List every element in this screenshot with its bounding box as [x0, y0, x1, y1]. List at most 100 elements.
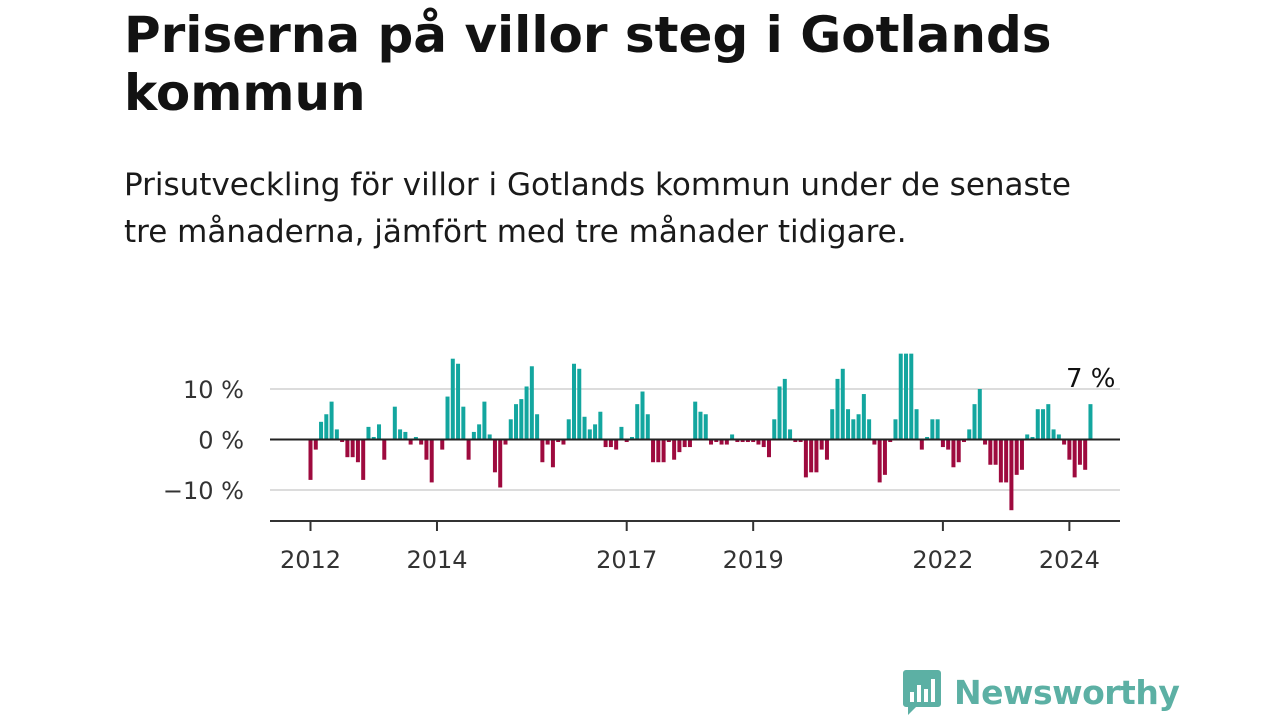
newsworthy-logo-icon [903, 670, 941, 715]
bar [398, 429, 403, 440]
bar [972, 404, 977, 440]
bar [661, 439, 666, 463]
bar [798, 439, 803, 443]
bar [840, 368, 845, 440]
bar [361, 439, 366, 480]
bar [456, 363, 461, 440]
bar [498, 439, 503, 488]
bar [1056, 434, 1061, 440]
bar [935, 419, 940, 440]
bar [956, 439, 961, 463]
bar [1035, 409, 1040, 440]
bar [561, 439, 566, 445]
bar [983, 439, 988, 445]
bar [340, 439, 345, 443]
bar [350, 439, 355, 458]
bar [824, 439, 829, 460]
bar [392, 406, 397, 440]
bar [851, 419, 856, 440]
bar [830, 409, 835, 440]
bar [313, 439, 318, 450]
y-tick-label: −10 % [163, 477, 244, 505]
bar [408, 439, 413, 445]
bar [482, 401, 487, 440]
bar [1051, 429, 1056, 440]
bar [904, 353, 909, 440]
bar [656, 439, 661, 463]
bar [1077, 439, 1082, 465]
bar [872, 439, 877, 445]
bar [867, 419, 872, 440]
bar [988, 439, 993, 465]
bar [677, 439, 682, 453]
bar [772, 419, 777, 440]
bar [761, 439, 766, 448]
bar [477, 424, 482, 440]
bar [1014, 439, 1019, 475]
bar [782, 378, 787, 440]
bar [382, 439, 387, 460]
bar [535, 414, 540, 440]
bar [598, 411, 603, 440]
bar [909, 353, 914, 440]
bar [682, 439, 687, 448]
bar [1019, 439, 1024, 470]
bar [709, 439, 714, 445]
x-tick-label: 2019 [723, 546, 784, 574]
bar [703, 414, 708, 440]
bar [514, 404, 519, 440]
bar [946, 439, 951, 450]
bar [461, 406, 466, 440]
bar [967, 429, 972, 440]
bar [635, 404, 640, 440]
x-tick-label: 2017 [596, 546, 657, 574]
bar [730, 434, 735, 440]
bar [377, 424, 382, 440]
bar [882, 439, 887, 475]
bar [587, 429, 592, 440]
x-tick-label: 2022 [912, 546, 973, 574]
bar [740, 439, 745, 443]
bar [582, 416, 587, 440]
bar [993, 439, 998, 465]
bar [1004, 439, 1009, 483]
bar [424, 439, 429, 460]
bar [487, 434, 492, 440]
bar [756, 439, 761, 445]
bar [961, 439, 966, 443]
bar [693, 401, 698, 440]
bar [450, 358, 455, 440]
bar [550, 439, 555, 468]
bar [1088, 404, 1093, 440]
bar [471, 431, 476, 440]
bar [529, 366, 534, 440]
latest-value-label: 7 % [1066, 364, 1116, 394]
bar [809, 439, 814, 473]
bar [624, 439, 629, 443]
bar [503, 439, 508, 445]
bar [1067, 439, 1072, 460]
bar [846, 409, 851, 440]
bar [403, 431, 408, 440]
bar [766, 439, 771, 458]
bar [1030, 436, 1035, 440]
bar [413, 436, 418, 440]
bar [893, 419, 898, 440]
bar [577, 368, 582, 440]
x-tick-label: 2012 [280, 546, 341, 574]
bar [1062, 439, 1067, 445]
bar [714, 439, 719, 443]
x-tick-label: 2014 [406, 546, 467, 574]
bar [724, 439, 729, 445]
bar [508, 419, 513, 440]
bar [930, 419, 935, 440]
bars [308, 353, 1093, 511]
x-tick-label: 2024 [1039, 546, 1100, 574]
bar [1083, 439, 1088, 470]
bar [788, 429, 793, 440]
bar [877, 439, 882, 483]
bar [308, 439, 313, 480]
bar [687, 439, 692, 448]
bar [1041, 409, 1046, 440]
newsworthy-logo: Newsworthy [902, 668, 1180, 716]
